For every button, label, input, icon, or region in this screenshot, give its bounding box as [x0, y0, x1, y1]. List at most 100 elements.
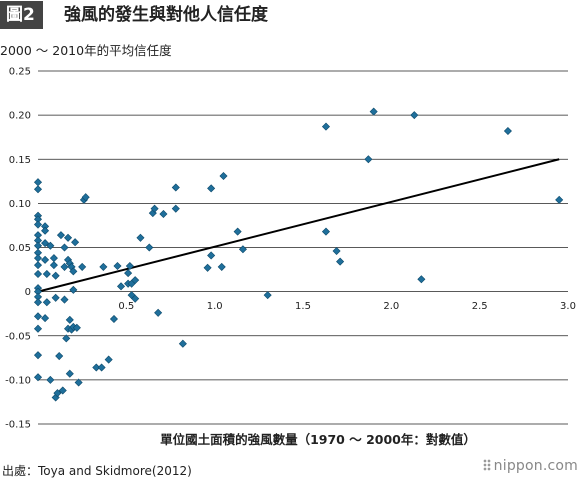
y-tick-label: 0.20 [9, 111, 31, 122]
data-point [332, 247, 341, 256]
data-point [41, 239, 50, 248]
data-point [62, 334, 71, 343]
data-point [364, 155, 373, 164]
data-point [33, 220, 43, 229]
data-point [53, 389, 62, 398]
y-tick-labels: 0.25 0.20 0.15 0.10 0.05 0 -0.05 -0.10 -0.15 [5, 67, 31, 431]
data-point [46, 241, 55, 250]
data-point [49, 261, 58, 270]
x-tick-labels: 0.5 1.0 1.5 2.0 2.5 3.0 [118, 301, 576, 312]
data-point [104, 355, 113, 364]
data-point [233, 227, 242, 236]
figure-badge: 圖2 [0, 1, 43, 29]
data-point [336, 257, 345, 266]
data-point [136, 233, 145, 242]
data-point [33, 298, 43, 307]
y-tick-label: -0.15 [5, 420, 31, 431]
data-point [49, 254, 58, 263]
y-tick-label: 0.10 [9, 199, 31, 210]
brand-dots-icon [482, 459, 491, 471]
data-point [33, 312, 43, 321]
data-point [42, 269, 51, 278]
brand-name: nippon.com [493, 458, 578, 474]
data-point [58, 386, 67, 395]
data-point [60, 243, 69, 252]
data-point [171, 204, 180, 213]
data-point [217, 262, 226, 271]
data-point [219, 171, 228, 181]
data-point [124, 269, 133, 278]
data-point [321, 227, 330, 236]
data-point [33, 241, 43, 250]
data-point [33, 261, 43, 270]
data-point [41, 255, 50, 264]
data-point [60, 262, 69, 271]
data-point [207, 251, 216, 260]
data-point [150, 204, 159, 213]
data-point [92, 363, 101, 372]
data-point [238, 245, 247, 254]
data-point [33, 178, 43, 187]
data-point [503, 126, 512, 136]
data-point [81, 193, 90, 202]
data-point [72, 323, 81, 332]
data-point [178, 339, 187, 348]
x-tick-label: 0.5 [118, 301, 134, 312]
y-tick-label: 0.25 [9, 67, 31, 78]
data-point [145, 243, 154, 252]
data-point [33, 351, 43, 360]
data-point [78, 262, 87, 271]
figure-title: 強風的發生與對他人信任度 [64, 5, 268, 25]
data-point [65, 315, 74, 324]
data-point [369, 107, 378, 116]
x-tick-label: 2.5 [472, 301, 488, 312]
data-point [131, 276, 140, 285]
data-points [33, 107, 564, 402]
chart-subtitle: 2000 ～ 2010年的平均信任度 [0, 43, 172, 58]
data-point [51, 271, 60, 280]
brand-logo: nippon.com [482, 458, 578, 474]
data-point [154, 308, 163, 317]
data-point [33, 269, 43, 278]
trend-line [37, 158, 560, 293]
grid-lines [38, 70, 568, 425]
data-point [117, 282, 126, 291]
y-tick-label: 0.05 [9, 243, 31, 254]
data-point [321, 122, 330, 131]
data-point [65, 369, 74, 378]
data-point [42, 298, 51, 307]
data-point [410, 111, 419, 120]
data-point [74, 378, 83, 387]
data-point [113, 262, 122, 271]
data-point [171, 183, 180, 192]
data-point [125, 262, 134, 271]
data-point [203, 263, 212, 272]
data-point [159, 209, 168, 218]
data-point [33, 324, 43, 333]
data-point [60, 295, 69, 304]
y-tick-label: 0 [25, 287, 31, 298]
data-point [69, 267, 78, 276]
data-point [263, 291, 272, 300]
data-point [33, 185, 43, 194]
data-point [33, 373, 43, 382]
data-point [51, 293, 60, 302]
data-point [56, 231, 65, 240]
data-point [97, 363, 106, 372]
data-point [64, 233, 73, 242]
data-point [41, 226, 50, 235]
data-point [71, 238, 80, 247]
trend-line-group [37, 158, 560, 293]
data-point [41, 314, 50, 323]
y-tick-label: -0.10 [5, 375, 31, 386]
data-point [131, 294, 140, 303]
source-note: 出處：Toya and Skidmore(2012) [2, 464, 192, 478]
data-point [46, 375, 55, 384]
x-tick-label: 2.0 [383, 301, 399, 312]
x-tick-label: 1.0 [207, 301, 223, 312]
data-point [55, 352, 64, 361]
data-point [109, 314, 118, 324]
x-tick-label: 3.0 [560, 301, 576, 312]
data-point [207, 184, 216, 193]
